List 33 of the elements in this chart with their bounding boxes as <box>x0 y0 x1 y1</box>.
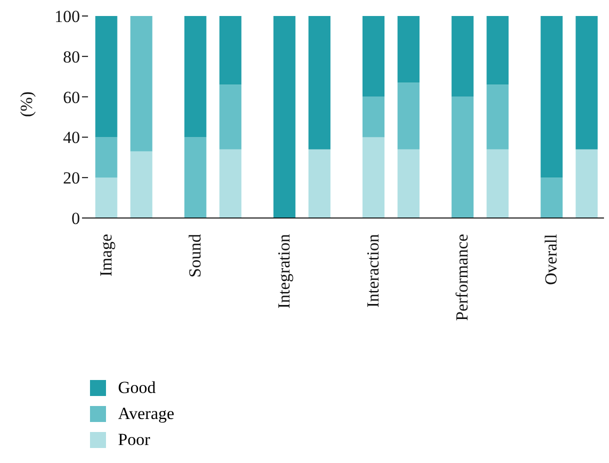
bar <box>540 16 563 178</box>
bar <box>452 16 474 97</box>
x-tick-label: Sound <box>185 234 204 278</box>
bar <box>273 16 296 218</box>
bar <box>398 149 420 218</box>
bar <box>452 96 474 218</box>
x-tick-label: Performance <box>452 234 472 321</box>
bar <box>95 16 118 138</box>
legend-label: Good <box>118 378 156 398</box>
y-tick-label: 60 <box>63 88 80 107</box>
y-axis-title: (%) <box>17 92 36 117</box>
bar <box>362 16 384 97</box>
y-tick-label: 40 <box>63 128 80 148</box>
bar <box>184 16 206 138</box>
legend-label: Poor <box>118 430 150 450</box>
bar <box>308 149 330 218</box>
bar <box>219 149 242 218</box>
bar <box>362 96 384 138</box>
y-tick-label: 0 <box>72 209 80 228</box>
x-tick-label: Overall <box>542 234 561 285</box>
bar <box>486 149 509 218</box>
bar <box>95 137 118 178</box>
legend-label: Average <box>118 404 174 424</box>
x-tick-label: Integration <box>274 234 294 309</box>
y-tick-label: 20 <box>63 168 80 188</box>
bar <box>540 178 563 218</box>
y-tick-label: 80 <box>63 47 80 66</box>
bar <box>184 137 206 218</box>
bar <box>130 151 152 218</box>
bar <box>576 149 598 218</box>
x-tick-label: Interaction <box>364 234 383 308</box>
x-tick-label: Image <box>96 234 116 276</box>
y-tick-label: 100 <box>54 7 80 26</box>
